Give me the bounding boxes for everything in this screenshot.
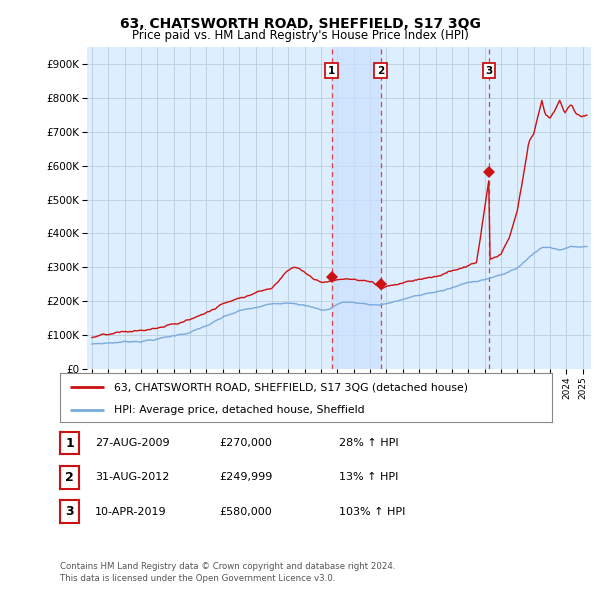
Text: 3: 3 (485, 66, 493, 76)
Bar (332, 47, 381, 369)
Text: 63, CHATSWORTH ROAD, SHEFFIELD, S17 3QG (detached house): 63, CHATSWORTH ROAD, SHEFFIELD, S17 3QG … (114, 382, 468, 392)
Text: 10-APR-2019: 10-APR-2019 (95, 507, 166, 516)
Text: 1: 1 (65, 437, 74, 450)
Text: 103% ↑ HPI: 103% ↑ HPI (339, 507, 406, 516)
Text: 31-AUG-2012: 31-AUG-2012 (95, 473, 169, 482)
Text: £249,999: £249,999 (219, 473, 272, 482)
Text: £580,000: £580,000 (219, 507, 272, 516)
Text: 1: 1 (328, 66, 335, 76)
Text: Contains HM Land Registry data © Crown copyright and database right 2024.
This d: Contains HM Land Registry data © Crown c… (60, 562, 395, 583)
Text: 28% ↑ HPI: 28% ↑ HPI (339, 438, 398, 448)
Text: 63, CHATSWORTH ROAD, SHEFFIELD, S17 3QG: 63, CHATSWORTH ROAD, SHEFFIELD, S17 3QG (119, 17, 481, 31)
Text: 27-AUG-2009: 27-AUG-2009 (95, 438, 169, 448)
Text: 3: 3 (65, 505, 74, 518)
Text: 2: 2 (65, 471, 74, 484)
Text: £270,000: £270,000 (219, 438, 272, 448)
Text: HPI: Average price, detached house, Sheffield: HPI: Average price, detached house, Shef… (114, 405, 365, 415)
Text: 2: 2 (377, 66, 385, 76)
Text: 13% ↑ HPI: 13% ↑ HPI (339, 473, 398, 482)
Text: Price paid vs. HM Land Registry's House Price Index (HPI): Price paid vs. HM Land Registry's House … (131, 29, 469, 42)
